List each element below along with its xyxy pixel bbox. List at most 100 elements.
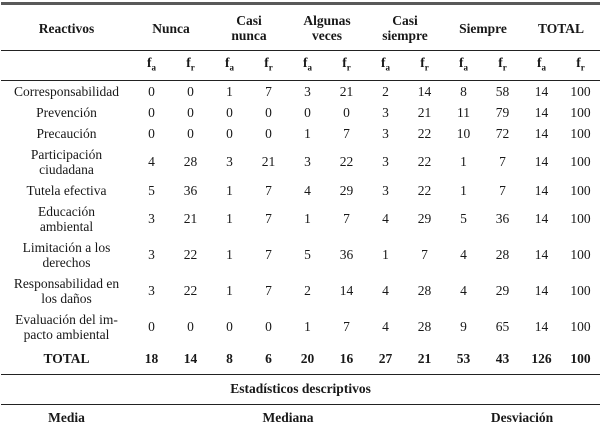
value-cell: 0 — [148, 125, 155, 141]
value-cell: 22 — [417, 125, 432, 141]
col-group-algunas-veces: Algunas veces — [288, 3, 367, 51]
stats-header-row: Media Mediana Desviación — [1, 404, 600, 428]
row-label: Precaución — [36, 125, 97, 141]
value-cell: 1 — [226, 283, 233, 299]
value-cell: 4 — [304, 182, 311, 198]
value-cell: 3 — [304, 154, 311, 170]
header-row: Reactivos Nunca Casi nunca Algunas veces… — [1, 3, 601, 51]
value-cell: 6 — [249, 344, 289, 375]
value-cell: 0 — [343, 104, 350, 120]
value-cell: 100 — [570, 319, 591, 335]
value-cell: 14 — [171, 344, 211, 375]
stats-title-row: Estadísticos descriptivos — [1, 374, 601, 405]
value-cell: 36 — [339, 247, 354, 263]
value-cell: 10 — [456, 125, 471, 141]
value-cell: 100 — [570, 211, 591, 227]
row-label: Limitación a los derechos — [22, 239, 111, 270]
table-row: Limitación a los derechos 3 22 1 7 5 36 1 7 4 28 14… — [1, 237, 600, 273]
row-label: Participación ciudadana — [30, 146, 103, 177]
value-cell: 5 — [460, 211, 467, 227]
value-cell: 7 — [343, 211, 350, 227]
value-cell: 3 — [148, 211, 155, 227]
stats-values-row: 3,71 4,00 1,44 — [1, 428, 600, 433]
value-cell: 1 — [226, 247, 233, 263]
table-row: Precaución 0 0 0 0 1 7 3 22 10 72 14 100 — [1, 123, 600, 144]
value-cell: 4 — [148, 154, 155, 170]
freq-header-fa: fa — [522, 50, 562, 81]
value-cell: 7 — [343, 319, 350, 335]
value-cell: 8 — [460, 83, 467, 99]
row-label: TOTAL — [1, 344, 132, 375]
stats-section: Estadísticos descriptivos Media Mediana … — [1, 374, 601, 433]
col-group-casi-siempre: Casi siempre — [366, 3, 445, 51]
value-cell: 0 — [187, 104, 194, 120]
value-cell: 100 — [570, 247, 591, 263]
value-cell: 29 — [417, 211, 432, 227]
value-cell: 7 — [499, 182, 506, 198]
value-cell: 100 — [570, 104, 591, 120]
col-group-total: TOTAL — [522, 3, 601, 51]
value-cell: 9 — [460, 319, 467, 335]
col-group-siempre: Siempre — [444, 3, 523, 51]
freq-header-fr: fr — [327, 50, 367, 81]
value-cell: 3 — [226, 154, 233, 170]
value-cell: 21 — [417, 104, 432, 120]
value-cell: 36 — [183, 182, 198, 198]
value-cell: 20 — [288, 344, 328, 375]
value-cell: 72 — [495, 125, 510, 141]
stats-col-desviacion-label: Desviación — [490, 409, 554, 425]
value-cell: 100 — [570, 283, 591, 299]
stats-media-value: 3,71 — [1, 428, 132, 433]
row-label: Responsabilidad en los daños — [13, 275, 120, 306]
freq-header-fr: fr — [561, 50, 601, 81]
value-cell: 14 — [534, 247, 549, 263]
table-row: Educación ambiental 3 21 1 7 1 7 4 29 5 36 14 100 — [1, 201, 600, 237]
freq-header-fr: fr — [249, 50, 289, 81]
value-cell: 100 — [570, 182, 591, 198]
value-cell: 3 — [148, 283, 155, 299]
value-cell: 14 — [534, 154, 549, 170]
value-cell: 14 — [534, 283, 549, 299]
value-cell: 43 — [483, 344, 523, 375]
value-cell: 5 — [148, 182, 155, 198]
value-cell: 100 — [561, 344, 601, 375]
freq-header-fr: fr — [405, 50, 445, 81]
freq-header-fa: fa — [288, 50, 328, 81]
stats-col-media-label: Media — [48, 409, 85, 425]
value-cell: 100 — [570, 83, 591, 99]
table-row: Responsabilidad en los daños 3 22 1 7 2 14 4 28 4… — [1, 273, 600, 309]
value-cell: 126 — [522, 344, 562, 375]
value-cell: 0 — [148, 83, 155, 99]
value-cell: 22 — [417, 182, 432, 198]
row-label: Prevención — [36, 104, 97, 120]
value-cell: 0 — [304, 104, 311, 120]
value-cell: 7 — [265, 247, 272, 263]
value-cell: 7 — [265, 182, 272, 198]
value-cell: 28 — [417, 319, 432, 335]
value-cell: 1 — [460, 154, 467, 170]
row-label: Educación ambiental — [38, 203, 95, 234]
col-group-reactivos: Reactivos — [1, 3, 132, 51]
value-cell: 21 — [183, 211, 198, 227]
value-cell: 1 — [304, 125, 311, 141]
value-cell: 1 — [382, 247, 389, 263]
value-cell: 14 — [534, 211, 549, 227]
row-label: Corresponsabilidad — [14, 83, 119, 99]
row-label: Evaluación del im- pacto ambiental — [15, 311, 118, 342]
value-cell: 4 — [382, 211, 389, 227]
value-cell: 4 — [382, 319, 389, 335]
value-cell: 16 — [327, 344, 367, 375]
value-cell: 3 — [382, 125, 389, 141]
value-cell: 14 — [417, 83, 432, 99]
value-cell: 28 — [183, 154, 198, 170]
value-cell: 21 — [405, 344, 445, 375]
value-cell: 28 — [417, 283, 432, 299]
value-cell: 7 — [265, 211, 272, 227]
table-row: Tutela efectiva 5 36 1 7 4 29 3 22 1 7 14 100 — [1, 180, 600, 201]
freq-header-fa: fa — [132, 50, 171, 81]
value-cell: 22 — [417, 154, 432, 170]
value-cell: 0 — [187, 125, 194, 141]
table-row: TOTAL 18 14 8 6 20 16 27 21 53 43 126 100 — [1, 344, 601, 375]
value-cell: 18 — [132, 344, 171, 375]
